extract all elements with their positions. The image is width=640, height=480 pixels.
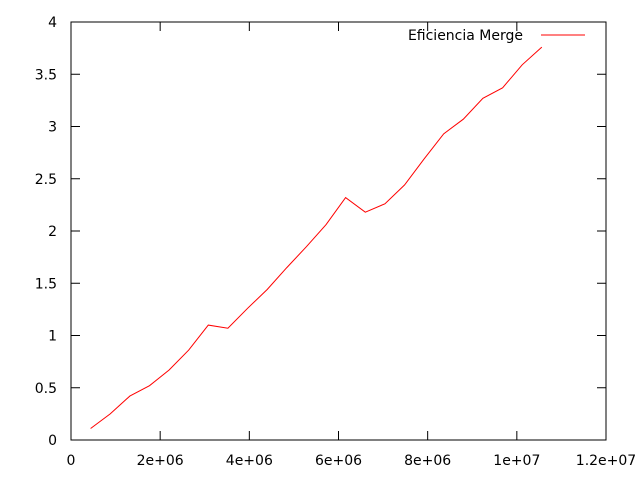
series-layer [90,46,543,429]
legend: Eficiencia Merge [408,28,585,44]
x-axis: 0 2e+06 4e+06 6e+06 8e+06 1e+07 1.2e+07 [67,22,636,469]
x-tick-label: 6e+06 [315,453,362,469]
y-tick-label: 3.5 [35,67,57,83]
y-tick-label: 1.5 [35,276,57,292]
y-tick-label: 3 [48,120,57,136]
y-tick-label: 4 [48,15,57,31]
x-tick-label: 1.2e+07 [576,453,636,469]
y-axis: 0 0.5 1 1.5 2 2.5 3 3.5 4 [35,15,606,449]
y-tick-label: 0.5 [35,381,57,397]
x-tick-label: 0 [67,453,76,469]
legend-label: Eficiencia Merge [408,28,523,44]
x-tick-label: 1e+07 [493,453,540,469]
y-tick-label: 2 [48,224,57,240]
series-line [90,46,543,429]
x-tick-label: 8e+06 [404,453,451,469]
y-tick-label: 0 [48,433,57,449]
x-tick-label: 2e+06 [137,453,184,469]
y-tick-label: 2.5 [35,172,57,188]
y-tick-label: 1 [48,329,57,345]
x-tick-label: 4e+06 [226,453,273,469]
